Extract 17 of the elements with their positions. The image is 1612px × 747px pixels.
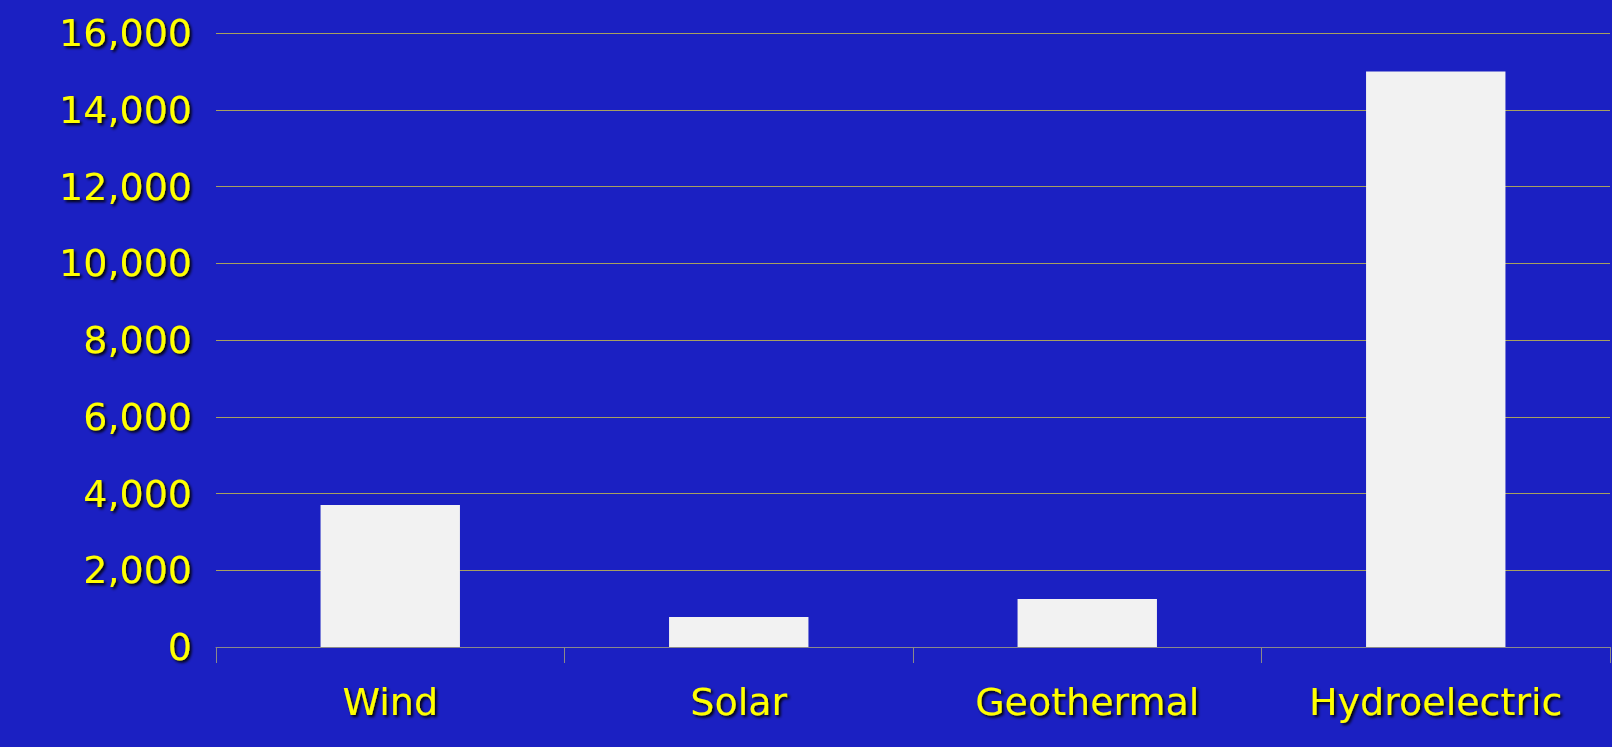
y-tick-label: 12,000 <box>59 164 192 209</box>
y-tick-label: 10,000 <box>59 241 192 286</box>
y-tick-label: 8,000 <box>83 318 192 362</box>
x-tick-label: Hydroelectric <box>1309 680 1563 724</box>
y-tick-label: 4,000 <box>83 471 192 516</box>
bar <box>669 617 809 647</box>
bar <box>320 505 460 647</box>
y-tick-label: 16,000 <box>59 11 192 55</box>
bar <box>1017 599 1157 647</box>
y-tick-label: 2,000 <box>83 548 192 593</box>
x-tick-label: Geothermal <box>975 680 1200 724</box>
bar <box>1366 71 1506 647</box>
y-tick-label: 14,000 <box>59 87 192 132</box>
y-tick-label: 6,000 <box>83 394 192 439</box>
x-tick-label: Solar <box>690 680 788 724</box>
y-tick-label: 0 <box>167 625 192 669</box>
x-tick-label: Wind <box>342 680 439 724</box>
